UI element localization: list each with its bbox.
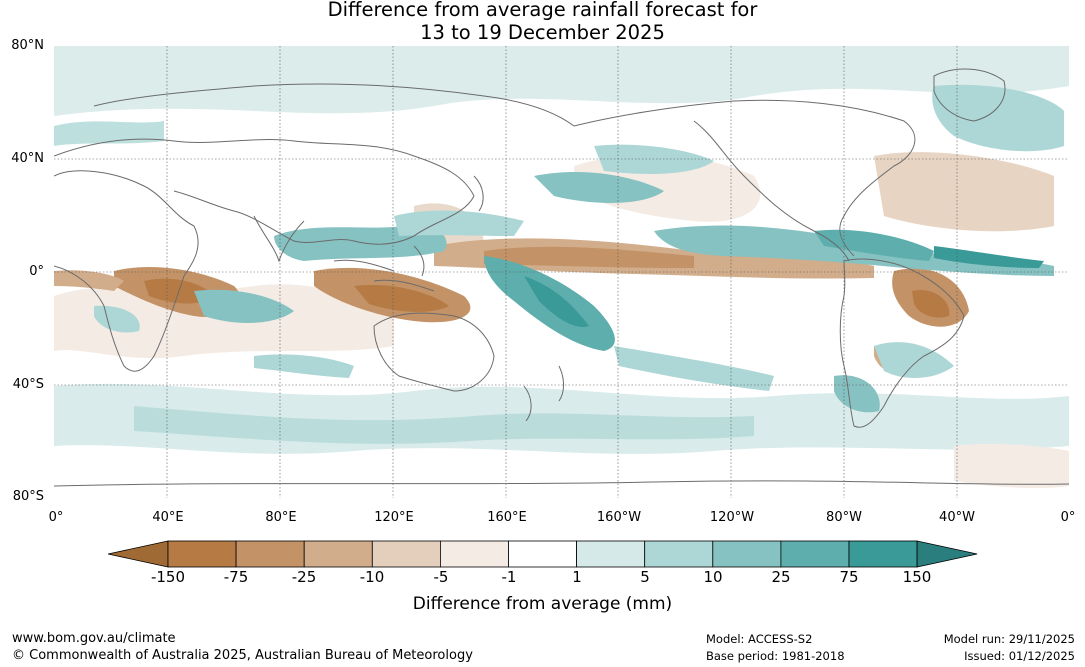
colorbar-segment <box>780 540 850 568</box>
colorbar-segment <box>439 540 509 568</box>
coastlines <box>54 68 1069 487</box>
colorbar-label: Difference from average (mm) <box>412 594 673 614</box>
colorbar-tick: -5 <box>433 568 449 586</box>
colorbar-tick: -150 <box>150 568 186 586</box>
colorbar-tick: -25 <box>291 568 317 586</box>
colorbar-tick: 5 <box>640 568 650 586</box>
colorbar-segment <box>576 540 646 568</box>
colorbar-tick: 25 <box>771 568 791 586</box>
colorbar-segment <box>508 540 577 568</box>
lon-label-40w: 40°W <box>939 510 975 525</box>
lat-label-40s: 40°S <box>12 377 44 392</box>
colorbar-tick: -75 <box>223 568 249 586</box>
footer-base-period: Base period: 1981-2018 <box>706 649 845 663</box>
lon-label-160w: 160°W <box>596 510 642 525</box>
footer-model: Model: ACCESS-S2 <box>706 632 813 646</box>
colorbar-tick: 10 <box>703 568 723 586</box>
map-graticule <box>54 46 1069 498</box>
colorbar-tick: 1 <box>572 568 582 586</box>
lon-label-120e: 120°E <box>374 510 414 525</box>
rainfall-anomaly-map <box>54 46 1069 498</box>
colorbar-segment <box>371 540 441 568</box>
footer-copyright: © Commonwealth of Australia 2025, Austra… <box>12 648 473 663</box>
lon-label-40e: 40°E <box>152 510 184 525</box>
map-title-line2: 13 to 19 December 2025 <box>420 21 665 44</box>
lon-label-120w: 120°W <box>709 510 755 525</box>
colorbar-segment <box>848 540 918 568</box>
anomaly-patches <box>54 46 1069 489</box>
lat-label-40n: 40°N <box>11 151 44 166</box>
lon-label-0: 0° <box>48 510 64 525</box>
colorbar-tick: 75 <box>839 568 859 586</box>
lon-label-80e: 80°E <box>265 510 297 525</box>
colorbar-segment <box>712 540 782 568</box>
colorbar-extend-low <box>107 540 169 568</box>
colorbar-tick: -1 <box>501 568 517 586</box>
colorbar-segment <box>303 540 373 568</box>
colorbar <box>107 540 978 572</box>
lon-label-80w: 80°W <box>826 510 862 525</box>
colorbar-segment <box>167 540 237 568</box>
lat-label-80n: 80°N <box>11 38 44 53</box>
colorbar-tick: -10 <box>359 568 385 586</box>
footer-model-run: Model run: 29/11/2025 <box>943 632 1075 646</box>
colorbar-segment <box>235 540 305 568</box>
map-canvas <box>54 46 1069 498</box>
colorbar-extend-high <box>916 540 978 568</box>
map-title-line1: Difference from average rainfall forecas… <box>327 0 758 21</box>
colorbar-tick: 150 <box>902 568 932 586</box>
footer-website: www.bom.gov.au/climate <box>12 631 176 646</box>
lon-label-160e: 160°E <box>487 510 527 525</box>
lon-label-0-east: 0° <box>1060 510 1076 525</box>
lat-label-80s: 80°S <box>12 489 44 504</box>
colorbar-segment <box>644 540 714 568</box>
footer-issued: Issued: 01/12/2025 <box>964 649 1075 663</box>
colorbar-svg <box>107 540 978 568</box>
lat-label-0: 0° <box>29 264 44 279</box>
